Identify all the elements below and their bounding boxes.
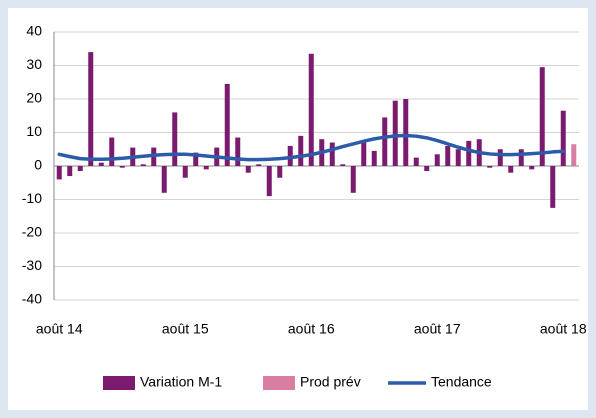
- bar: [434, 154, 440, 166]
- y-tick-label: -40: [22, 291, 42, 307]
- y-tick-label: -10: [22, 190, 42, 206]
- bar: [403, 99, 409, 166]
- x-tick-label: août 14: [36, 321, 83, 337]
- bar: [371, 150, 377, 166]
- chart-background: [8, 8, 588, 410]
- bar: [193, 152, 199, 166]
- bar: [203, 166, 209, 170]
- trend-line: [57, 133, 565, 162]
- bar: [67, 166, 73, 177]
- x-tick-label: août 17: [414, 321, 461, 337]
- bar: [161, 166, 167, 193]
- bar: [413, 157, 419, 166]
- bar: [424, 166, 430, 172]
- bar: [445, 145, 451, 166]
- y-tick-label: 0: [34, 157, 42, 173]
- bar: [455, 149, 461, 166]
- x-tick-label: août 15: [162, 321, 209, 337]
- bar: [340, 164, 346, 166]
- bar: [329, 142, 335, 166]
- legend-swatch: [103, 376, 135, 390]
- bar: [392, 100, 398, 166]
- bar: [119, 166, 125, 168]
- bar: [256, 164, 262, 166]
- bar: [361, 142, 367, 166]
- bar: [88, 52, 94, 166]
- y-tick-label: 20: [26, 90, 42, 106]
- legend-label: Variation M-1: [140, 374, 222, 390]
- bar: [298, 135, 304, 166]
- bar: [529, 166, 535, 170]
- y-tick-label: -20: [22, 224, 42, 240]
- bar: [182, 166, 188, 178]
- bar: [308, 53, 314, 166]
- bar: [466, 140, 472, 166]
- bar: [77, 166, 83, 172]
- bar: [487, 166, 493, 168]
- y-tick-label: 10: [26, 123, 42, 139]
- bar: [539, 67, 545, 166]
- bar: [508, 166, 514, 173]
- y-tick-label: 30: [26, 56, 42, 72]
- bar: [56, 166, 62, 180]
- bar: [98, 162, 104, 166]
- bar: [497, 149, 503, 166]
- bar: [109, 137, 115, 166]
- bar: [350, 166, 356, 193]
- bar: [277, 166, 283, 178]
- x-tick-label: août 18: [540, 321, 587, 337]
- bar: [518, 149, 524, 166]
- bar: [266, 166, 272, 197]
- legend-label: Prod prév: [300, 374, 361, 390]
- x-tick-label: août 16: [288, 321, 335, 337]
- bar: [571, 144, 577, 166]
- bar: [224, 83, 230, 166]
- y-tick-label: 40: [26, 23, 42, 39]
- y-tick-label: -30: [22, 257, 42, 273]
- bar: [235, 137, 241, 166]
- legend-label: Tendance: [431, 374, 492, 390]
- legend-swatch: [263, 376, 295, 390]
- bar: [140, 164, 146, 166]
- bar: [560, 110, 566, 166]
- bar: [172, 112, 178, 166]
- bar: [550, 166, 556, 208]
- bar: [245, 166, 251, 173]
- bar: [382, 117, 388, 166]
